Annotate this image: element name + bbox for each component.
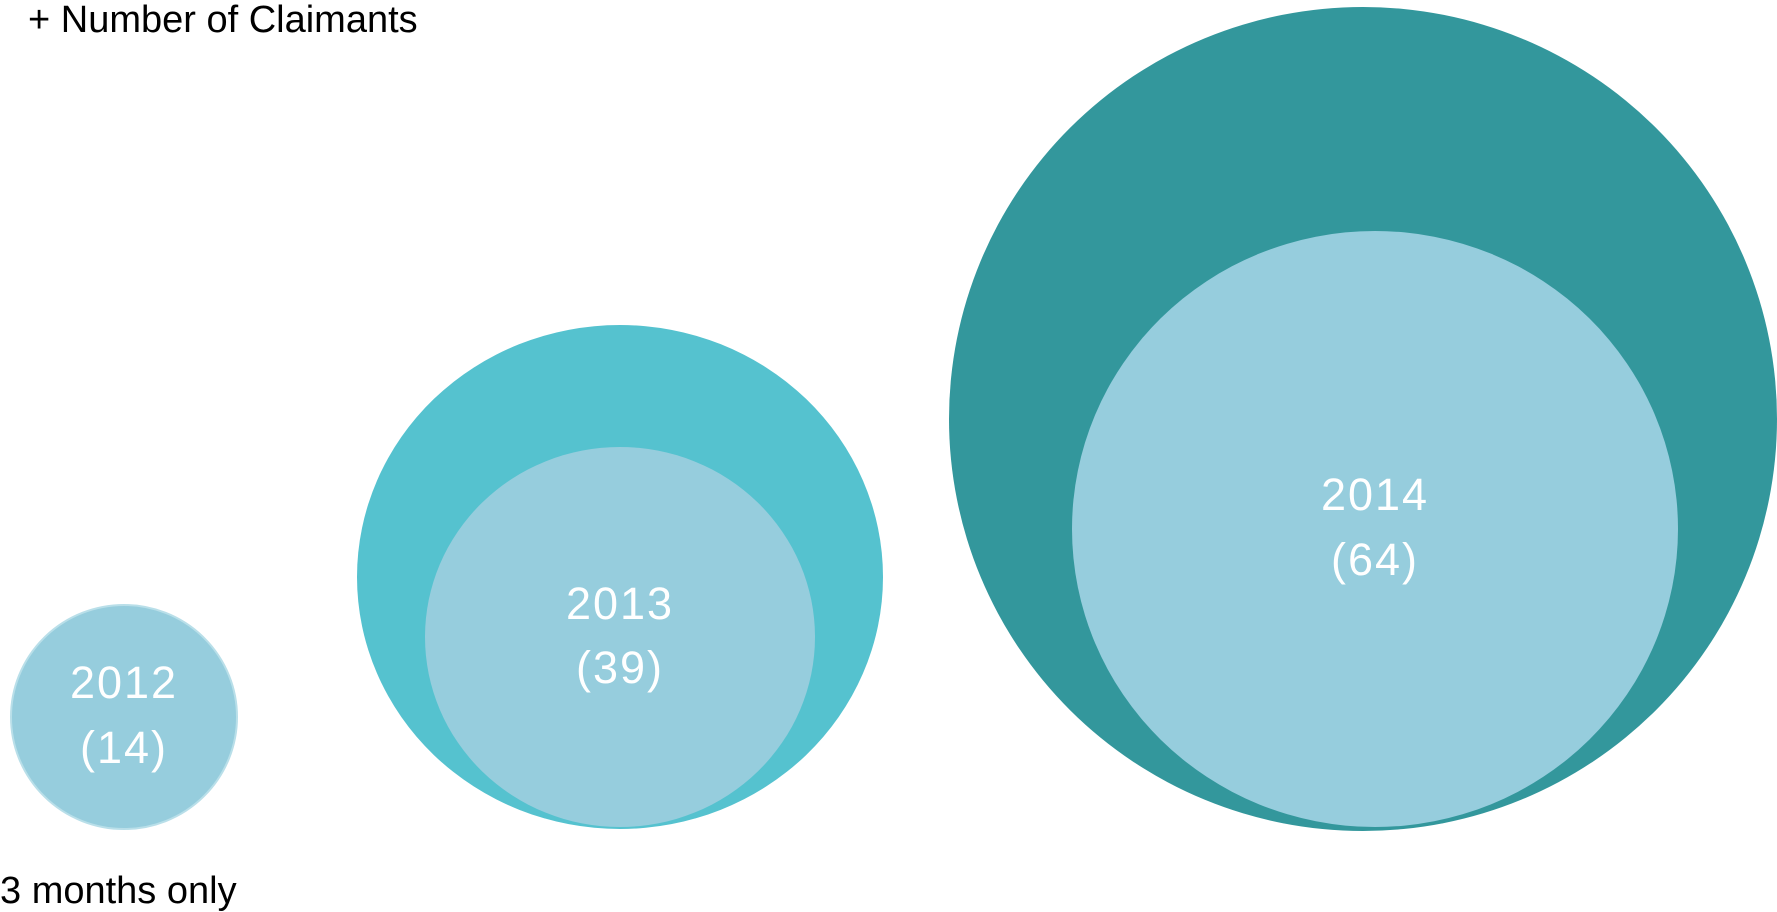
- bubble: [10, 604, 238, 830]
- node-label: 2012: [70, 657, 178, 708]
- node-count: (39): [576, 642, 664, 693]
- node-label: 2014: [1321, 469, 1429, 520]
- bubble-inner: [1072, 231, 1678, 827]
- footnote: 3 months only: [0, 870, 237, 912]
- node-count: (14): [80, 722, 168, 773]
- legend-text: + Number of Claimants: [28, 0, 418, 41]
- bubble-inner: [425, 447, 815, 827]
- node-label: 2013: [566, 578, 674, 629]
- node-count: (64): [1331, 534, 1419, 585]
